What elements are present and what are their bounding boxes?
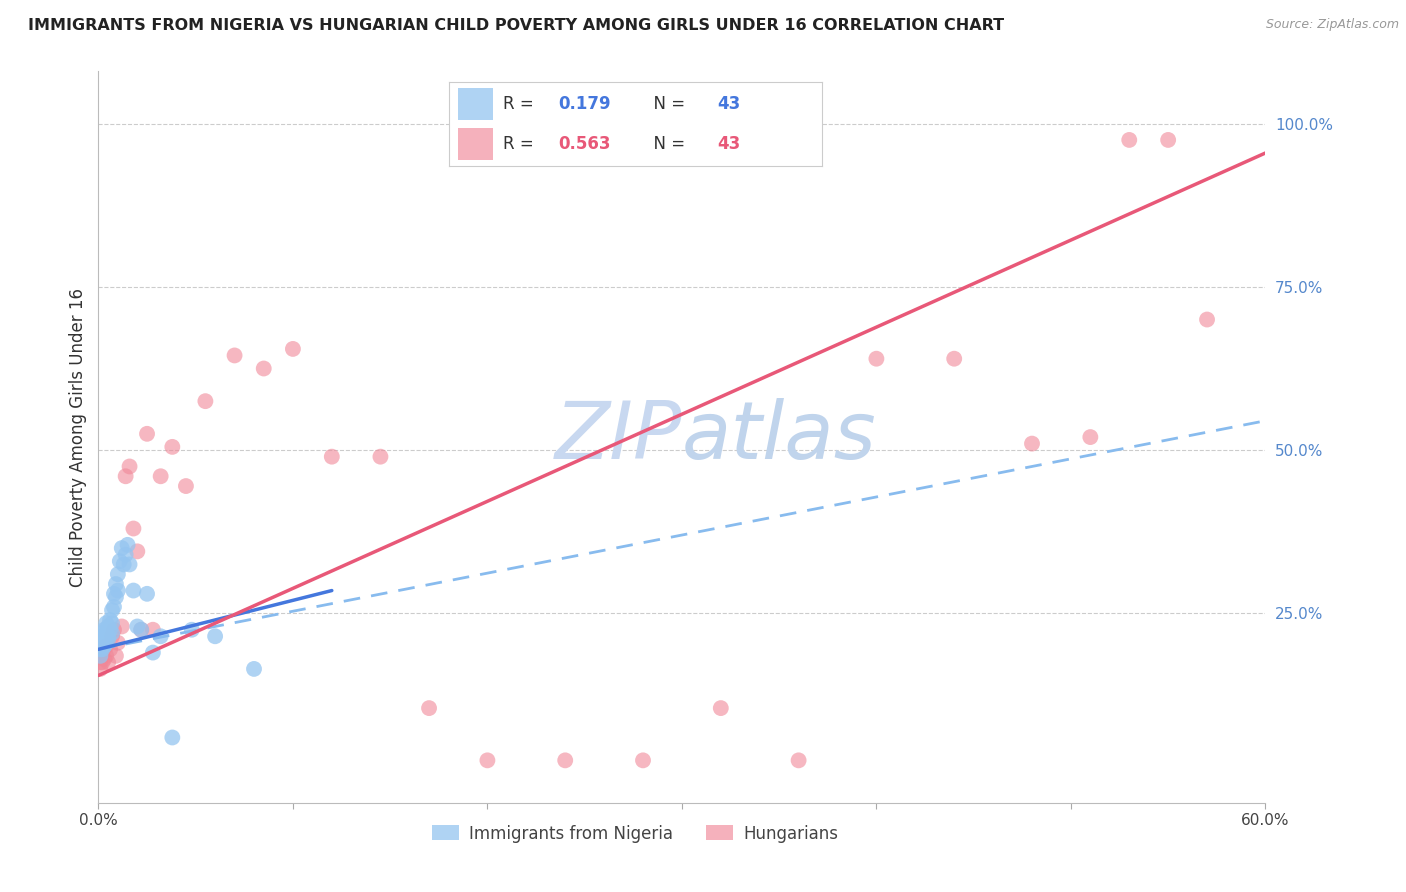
Point xyxy=(114,548,136,562)
Point xyxy=(142,623,165,637)
Point xyxy=(224,348,246,362)
Point xyxy=(104,590,127,604)
Y-axis label: Child Poverty Among Girls Under 16: Child Poverty Among Girls Under 16 xyxy=(69,287,87,587)
Point xyxy=(93,639,115,653)
Point xyxy=(943,351,966,366)
Point xyxy=(1118,133,1140,147)
Point xyxy=(122,583,145,598)
Point xyxy=(1021,436,1043,450)
Point xyxy=(89,656,111,670)
Point xyxy=(149,469,172,483)
Point xyxy=(1157,133,1180,147)
Point xyxy=(108,554,131,568)
Text: IMMIGRANTS FROM NIGERIA VS HUNGARIAN CHILD POVERTY AMONG GIRLS UNDER 16 CORRELAT: IMMIGRANTS FROM NIGERIA VS HUNGARIAN CHI… xyxy=(28,18,1004,33)
Text: ZIP: ZIP xyxy=(554,398,682,476)
Point xyxy=(122,521,145,535)
Text: Source: ZipAtlas.com: Source: ZipAtlas.com xyxy=(1265,18,1399,31)
Point xyxy=(865,351,887,366)
Point xyxy=(107,567,129,582)
Point xyxy=(162,440,184,454)
Point xyxy=(149,629,172,643)
Point xyxy=(136,426,159,441)
Point xyxy=(91,646,114,660)
Point xyxy=(129,623,152,637)
Point xyxy=(136,587,159,601)
Point xyxy=(127,619,149,633)
Point xyxy=(103,599,125,614)
Point xyxy=(1195,312,1218,326)
Point xyxy=(281,342,304,356)
Point xyxy=(631,753,654,767)
Point xyxy=(98,623,121,637)
Point xyxy=(91,626,114,640)
Point xyxy=(118,459,141,474)
Point xyxy=(97,632,120,647)
Point xyxy=(104,648,127,663)
Point xyxy=(96,639,118,653)
Point xyxy=(111,619,134,633)
Point xyxy=(321,450,343,464)
Point xyxy=(101,626,124,640)
Point xyxy=(101,616,124,631)
Point xyxy=(1080,430,1102,444)
Point xyxy=(112,558,135,572)
Point xyxy=(174,479,197,493)
Point xyxy=(93,632,115,647)
Point xyxy=(787,753,810,767)
Point xyxy=(96,616,118,631)
Point xyxy=(370,450,392,464)
Point xyxy=(418,701,440,715)
Legend: Immigrants from Nigeria, Hungarians: Immigrants from Nigeria, Hungarians xyxy=(426,818,845,849)
Point xyxy=(103,587,125,601)
Point xyxy=(107,583,129,598)
Point xyxy=(162,731,184,745)
Point xyxy=(97,629,120,643)
Point xyxy=(253,361,276,376)
Point xyxy=(710,701,733,715)
Point xyxy=(129,623,152,637)
Point xyxy=(91,639,114,653)
Point xyxy=(103,623,125,637)
Point xyxy=(97,619,120,633)
Point xyxy=(89,642,111,657)
Point xyxy=(118,558,141,572)
Point xyxy=(104,577,127,591)
Point xyxy=(98,642,121,657)
Point xyxy=(101,629,124,643)
Point xyxy=(243,662,266,676)
Text: atlas: atlas xyxy=(682,398,877,476)
Point xyxy=(89,662,111,676)
Point xyxy=(93,652,115,666)
Point xyxy=(180,623,202,637)
Point xyxy=(111,541,134,555)
Point xyxy=(89,632,111,647)
Point xyxy=(117,538,139,552)
Point xyxy=(97,656,120,670)
Point xyxy=(554,753,576,767)
Point xyxy=(101,603,124,617)
Point xyxy=(477,753,499,767)
Point xyxy=(127,544,149,558)
Point xyxy=(194,394,217,409)
Point xyxy=(204,629,226,643)
Point xyxy=(91,642,114,657)
Point xyxy=(89,648,111,663)
Point xyxy=(93,623,115,637)
Point xyxy=(96,636,118,650)
Point xyxy=(107,636,129,650)
Point xyxy=(96,648,118,663)
Point xyxy=(91,656,114,670)
Point xyxy=(142,646,165,660)
Point xyxy=(114,469,136,483)
Point xyxy=(96,626,118,640)
Point xyxy=(98,613,121,627)
Point xyxy=(91,629,114,643)
